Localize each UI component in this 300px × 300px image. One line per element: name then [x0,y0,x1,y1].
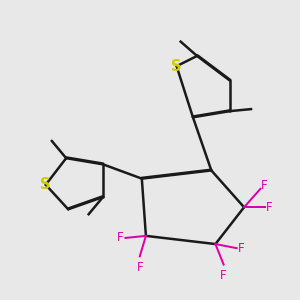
Text: S: S [171,59,182,74]
Text: S: S [40,177,51,192]
Text: F: F [238,242,244,255]
Text: F: F [266,201,273,214]
Text: F: F [136,261,143,274]
Text: F: F [220,269,227,282]
Text: F: F [261,179,268,193]
Text: F: F [117,231,123,244]
